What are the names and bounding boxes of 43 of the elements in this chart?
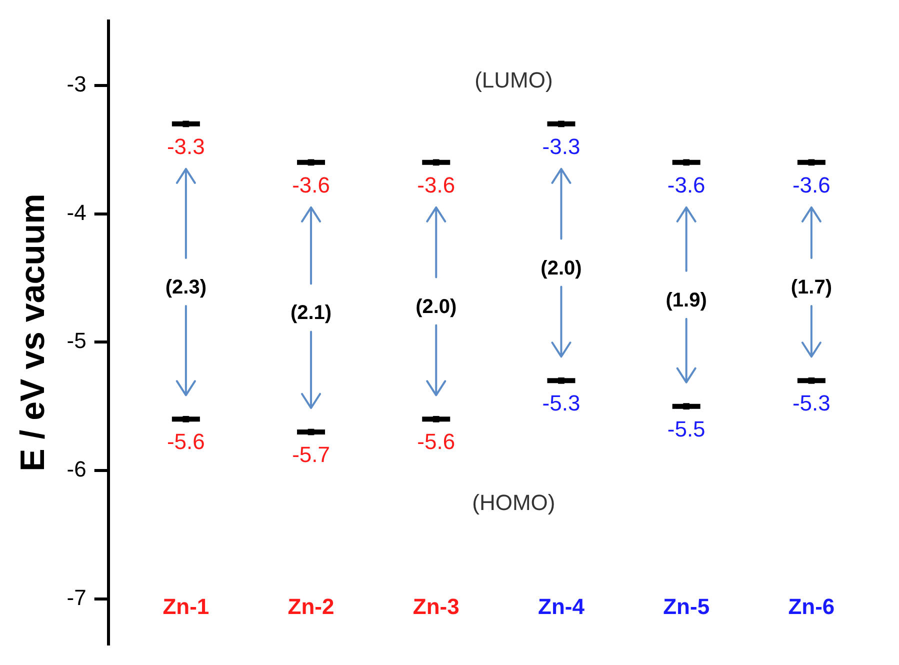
- point: [558, 377, 564, 384]
- point: [308, 159, 314, 166]
- annotation: (2.1): [290, 302, 332, 324]
- x-tick-label: Zn-1: [162, 594, 210, 619]
- annotation: (HOMO): [472, 490, 556, 515]
- x-tick-label: Zn-2: [288, 594, 334, 619]
- x-tick-label: Zn-6: [788, 594, 835, 619]
- y-tick-label: -3: [66, 71, 86, 96]
- point: [808, 377, 815, 384]
- y-tick-label: -7: [66, 584, 86, 610]
- y-tick-label: -5: [66, 328, 86, 354]
- data-label: -5.6: [166, 429, 205, 454]
- point: [558, 120, 564, 128]
- data-label: -3.3: [166, 134, 205, 159]
- annotation: (1.9): [666, 289, 707, 312]
- data-label: -5.7: [292, 442, 330, 468]
- data-label: -3.6: [417, 172, 456, 198]
- data-label: -3.6: [292, 172, 330, 198]
- y-tick-label: -6: [66, 456, 86, 482]
- x-tick-label: Zn-5: [663, 594, 710, 619]
- data-label: -5.5: [667, 416, 706, 442]
- point: [182, 416, 190, 422]
- data-label: -3.6: [667, 172, 706, 198]
- data-label: -5.3: [792, 390, 830, 416]
- x-tick-label: Zn-4: [538, 594, 586, 619]
- y-tick-label: -4: [66, 200, 86, 225]
- point: [432, 159, 440, 166]
- point: [432, 416, 440, 422]
- annotation: (2.3): [165, 276, 206, 299]
- point: [683, 403, 690, 410]
- annotation: (1.7): [790, 276, 832, 299]
- annotation: (LUMO): [474, 67, 553, 92]
- data-label: -5.6: [417, 429, 456, 454]
- y-axis-title: E / eV vs vacuum: [14, 194, 52, 472]
- point: [182, 120, 190, 128]
- point: [683, 159, 690, 166]
- x-tick-label: Zn-3: [412, 594, 460, 619]
- data-label: -3.3: [542, 134, 580, 159]
- annotation: (2.0): [540, 257, 582, 280]
- annotation: (2.0): [416, 296, 457, 318]
- point: [808, 159, 815, 166]
- data-label: -5.3: [542, 390, 580, 416]
- data-label: -3.6: [792, 172, 830, 198]
